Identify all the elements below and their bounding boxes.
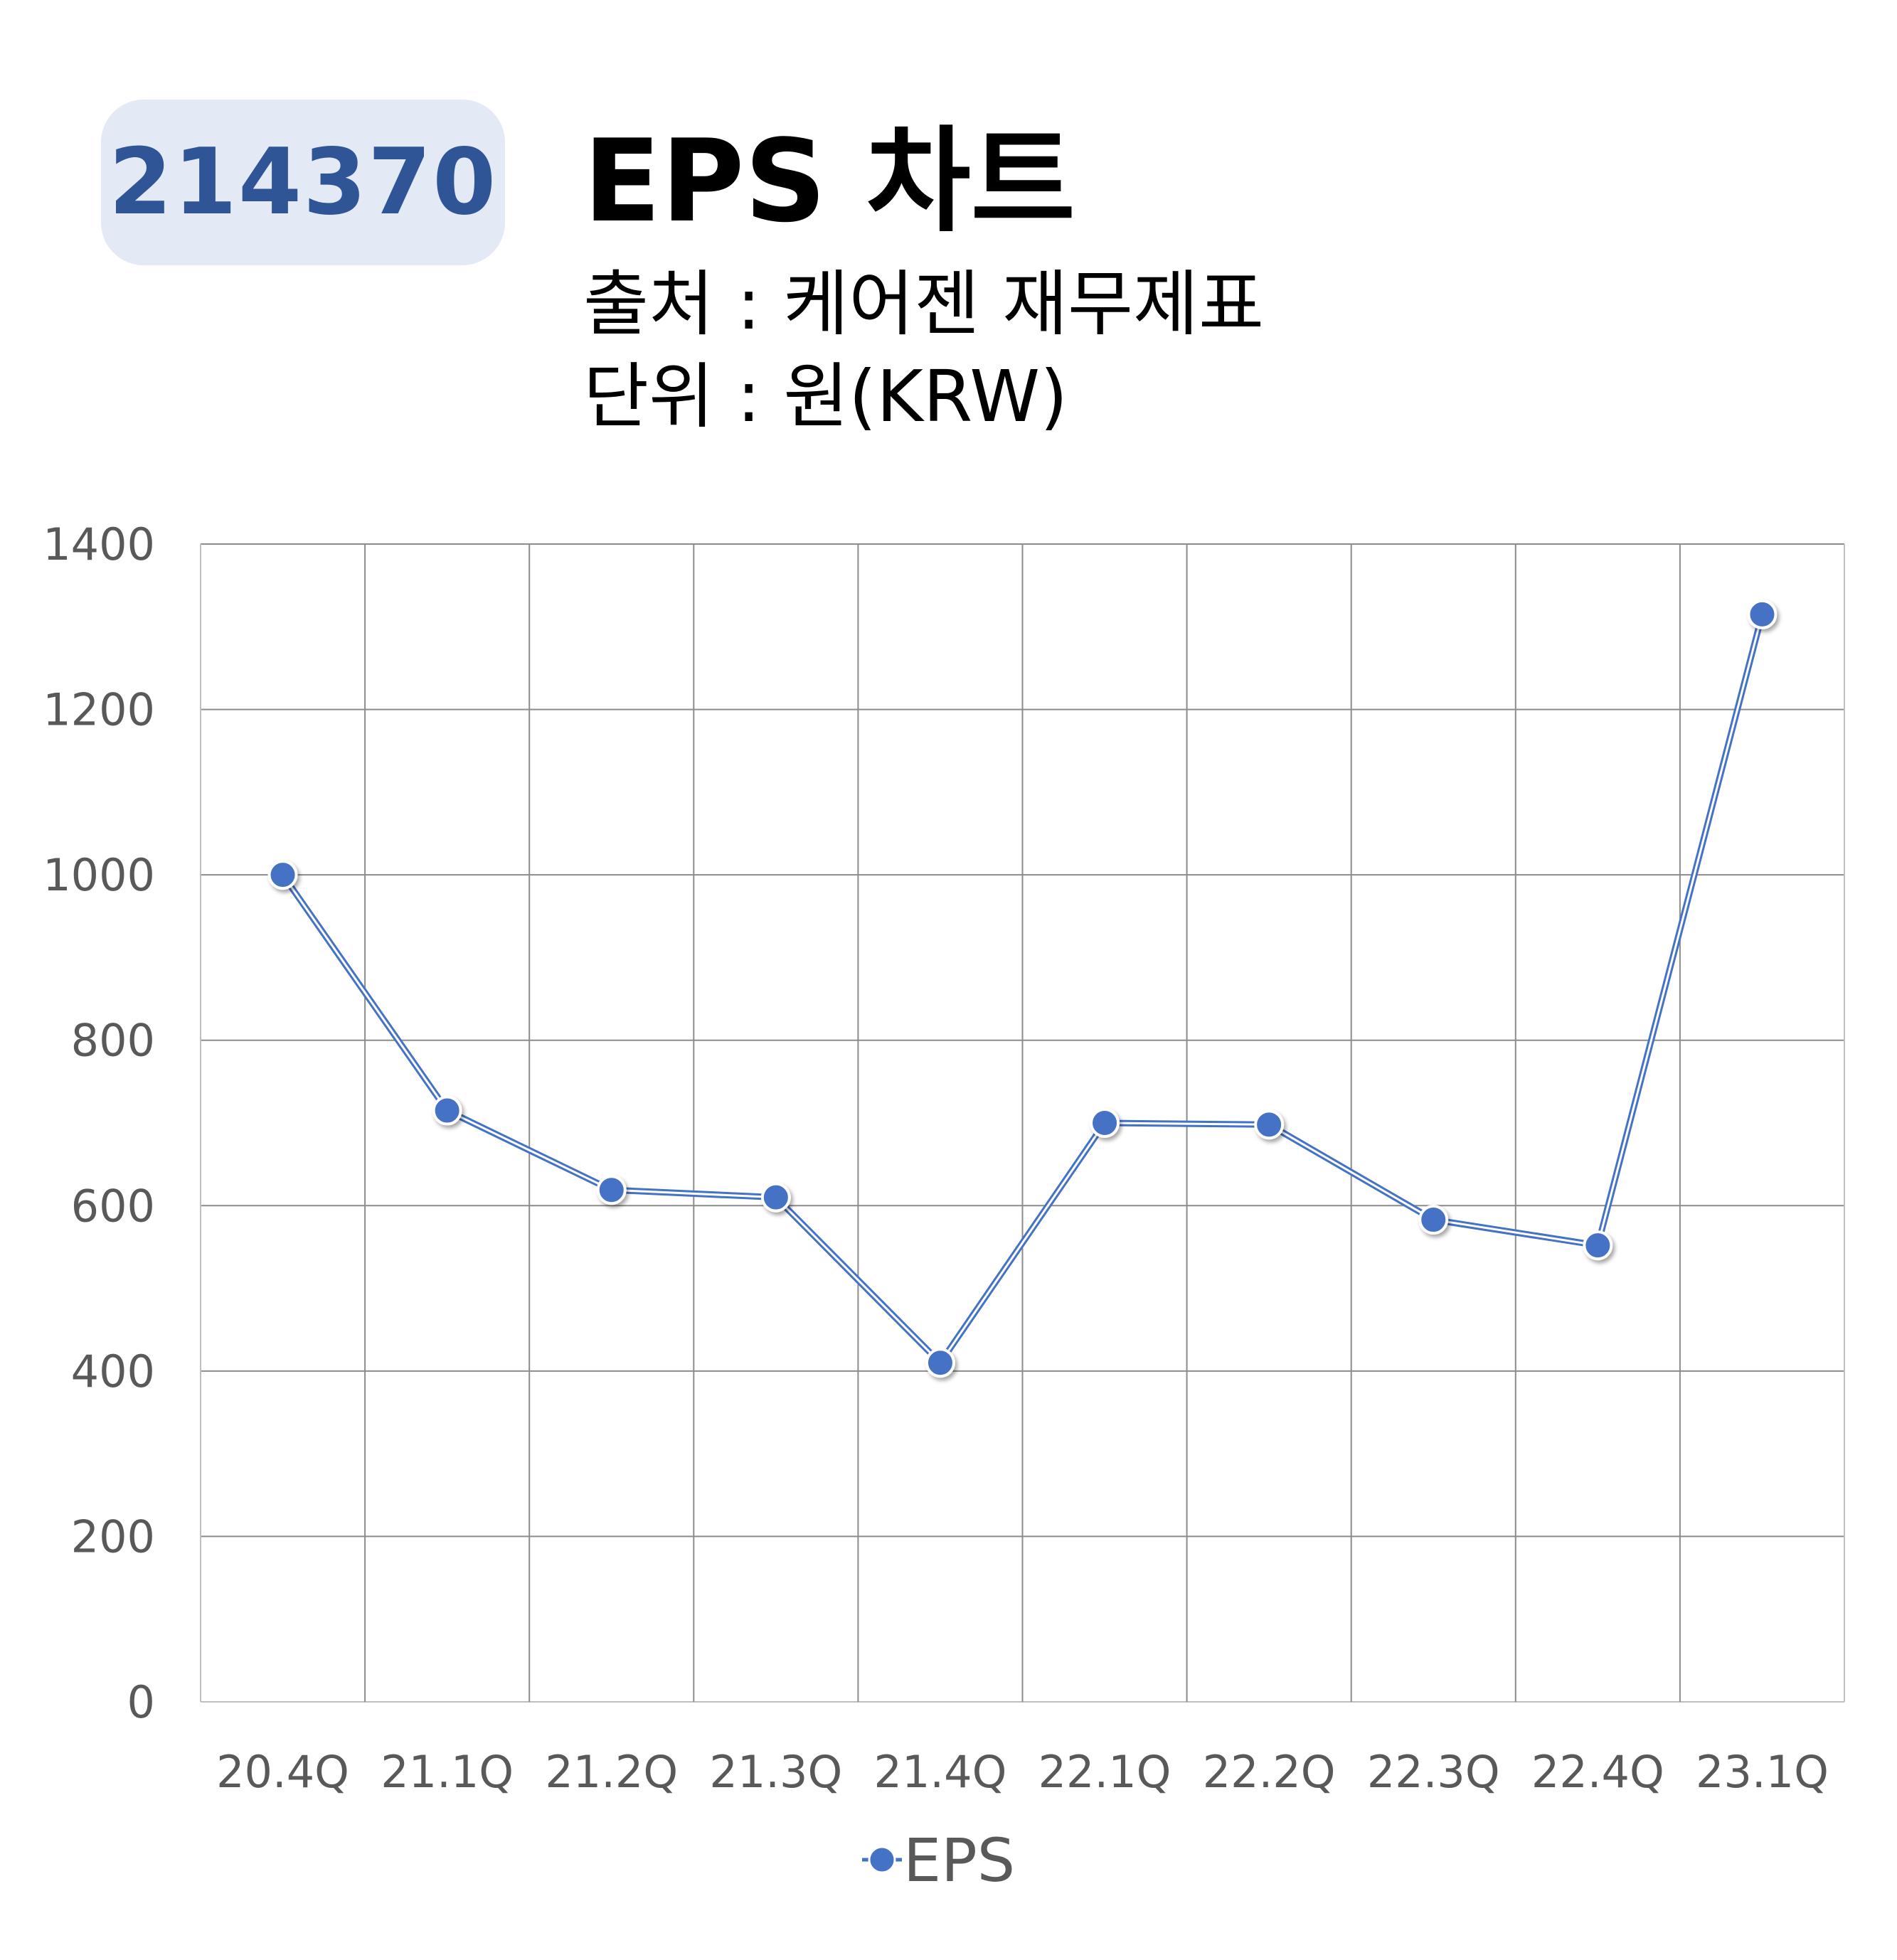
data-point bbox=[1090, 1108, 1120, 1138]
data-point bbox=[1254, 1109, 1285, 1140]
data-point bbox=[760, 1182, 791, 1213]
y-tick-label: 200 bbox=[71, 1511, 155, 1562]
y-tick-label: 1400 bbox=[43, 518, 155, 570]
y-axis-ticks: 0 200 400 600 800 1000 1200 1400 bbox=[43, 518, 155, 1728]
y-tick-label: 1000 bbox=[43, 849, 155, 901]
legend-label: EPS bbox=[903, 1826, 1015, 1895]
eps-line-chart: 0 200 400 600 800 1000 1200 1400 20.4Q 21.1Q 21.2… bbox=[43, 518, 1845, 1895]
source-label: 출처 : 케어젠 재무제표 bbox=[583, 262, 1265, 346]
data-point bbox=[267, 860, 298, 890]
data-point bbox=[925, 1348, 955, 1378]
x-tick-label: 23.1Q bbox=[1696, 1746, 1829, 1798]
y-tick-label: 0 bbox=[127, 1676, 155, 1728]
x-tick-label: 22.2Q bbox=[1203, 1746, 1336, 1798]
x-tick-label: 21.3Q bbox=[709, 1746, 842, 1798]
x-tick-label: 22.1Q bbox=[1038, 1746, 1171, 1798]
legend: EPS bbox=[862, 1826, 1015, 1895]
ticker-code: 214370 bbox=[108, 129, 498, 235]
chart-title: EPS 차트 bbox=[583, 114, 1075, 247]
y-tick-label: 600 bbox=[71, 1180, 155, 1232]
series-eps bbox=[267, 599, 1778, 1378]
y-tick-label: 1200 bbox=[43, 684, 155, 736]
x-tick-label: 21.4Q bbox=[874, 1746, 1007, 1798]
data-point bbox=[1418, 1205, 1449, 1235]
ticker-badge: 214370 bbox=[101, 100, 505, 265]
grid-lines bbox=[200, 543, 1845, 1703]
data-point bbox=[1747, 599, 1778, 629]
x-tick-label: 21.1Q bbox=[381, 1746, 514, 1798]
data-point bbox=[432, 1095, 462, 1126]
data-point bbox=[596, 1175, 627, 1205]
x-tick-label: 22.4Q bbox=[1531, 1746, 1664, 1798]
x-tick-label: 20.4Q bbox=[216, 1746, 349, 1798]
y-tick-label: 800 bbox=[71, 1015, 155, 1067]
series-line-inner bbox=[282, 614, 1763, 1364]
data-point bbox=[1583, 1230, 1613, 1261]
x-axis-ticks: 20.4Q 21.1Q 21.2Q 21.3Q 21.4Q 22.1Q 22.2Q 22.3Q… bbox=[216, 1746, 1829, 1798]
x-tick-label: 22.3Q bbox=[1367, 1746, 1500, 1798]
x-tick-label: 21.2Q bbox=[545, 1746, 678, 1798]
unit-label: 단위 : 원(KRW) bbox=[583, 355, 1068, 438]
y-tick-label: 400 bbox=[71, 1346, 155, 1397]
legend-marker bbox=[868, 1846, 896, 1874]
